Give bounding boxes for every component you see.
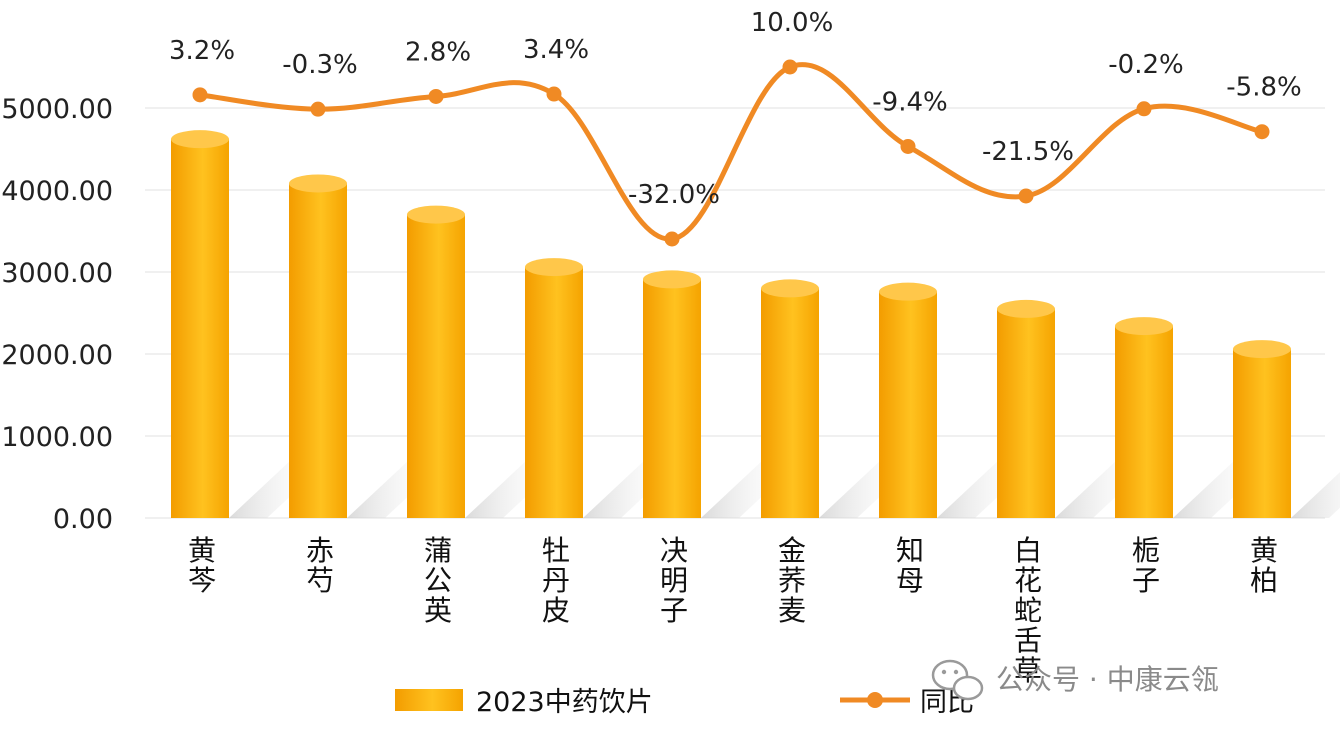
yoy-line-path	[199, 62, 1263, 242]
x-tick-label: 决明子	[660, 534, 688, 627]
x-tick-label: 黄柏	[1250, 534, 1278, 597]
bar	[407, 214, 465, 518]
data-label: -0.3%	[282, 50, 357, 80]
bar-cap	[171, 130, 229, 149]
x-tick-label: 黄芩	[188, 534, 216, 597]
data-label: 2.8%	[405, 37, 471, 67]
y-tick-label: 2000.00	[1, 340, 113, 371]
bar-cap	[407, 205, 465, 224]
bar	[1115, 326, 1173, 518]
y-tick-label: 0.00	[53, 504, 113, 535]
bar-cap	[643, 270, 701, 289]
yoy-point	[900, 138, 916, 154]
bar-cap	[289, 174, 347, 193]
bar	[761, 288, 819, 518]
yoy-line	[192, 59, 1270, 247]
y-tick-label: 5000.00	[1, 94, 113, 125]
x-tick-label: 白花蛇舌草	[1014, 534, 1042, 687]
bar-cap	[761, 279, 819, 298]
data-label: -5.8%	[1226, 73, 1301, 103]
bar-cap	[879, 282, 937, 301]
y-axis-ticks: 0.00 1000.00 2000.00 3000.00 4000.00 5000.00	[1, 94, 113, 535]
data-label: 10.0%	[751, 8, 834, 38]
x-axis-ticks: 黄芩 赤芍 蒲公英 牡丹皮 决明子 金荞麦 知母 白花蛇舌草 栀子 黄柏	[188, 534, 1278, 687]
x-tick-label: 栀子	[1132, 534, 1160, 597]
y-tick-label: 1000.00	[1, 422, 113, 453]
bar-cap	[1233, 340, 1291, 359]
y-tick-label: 3000.00	[1, 258, 113, 289]
yoy-point	[1254, 124, 1270, 140]
data-label: -0.2%	[1108, 50, 1183, 80]
bars	[171, 130, 1291, 518]
x-tick-label: 赤芍	[306, 534, 334, 597]
data-label: -9.4%	[872, 87, 947, 117]
bar	[171, 139, 229, 518]
data-label: 3.4%	[523, 35, 589, 65]
bar	[879, 291, 937, 518]
legend-bar-swatch	[395, 689, 463, 711]
bar-cap	[997, 299, 1055, 318]
bar	[289, 183, 347, 518]
x-tick-label: 知母	[896, 534, 924, 597]
watermark: 公众号 · 中康云瓴	[931, 659, 1219, 701]
yoy-point	[310, 101, 326, 117]
x-tick-label: 蒲公英	[424, 534, 452, 627]
bar	[997, 308, 1055, 518]
data-label: 3.2%	[169, 36, 235, 66]
data-labels: 3.2% -0.3% 2.8% 3.4% -32.0% 10.0% -9.4% -21.5% -…	[169, 8, 1302, 210]
x-tick-label: 牡丹皮	[542, 534, 570, 627]
legend: 2023中药饮片 同比	[395, 687, 974, 718]
bar-shadow	[1291, 472, 1340, 518]
watermark-text: 公众号 · 中康云瓴	[996, 663, 1219, 696]
yoy-point	[428, 88, 444, 104]
legend-line-marker	[867, 692, 883, 708]
yoy-point	[546, 86, 562, 102]
yoy-point	[1018, 188, 1034, 204]
yoy-point	[664, 231, 680, 247]
yoy-point	[782, 59, 798, 75]
yoy-point	[192, 87, 208, 103]
wechat-icon	[931, 659, 984, 701]
x-tick-label: 金荞麦	[778, 534, 806, 627]
legend-bar-label: 2023中药饮片	[476, 687, 653, 718]
bar	[525, 267, 583, 518]
bar	[643, 279, 701, 518]
bar-cap	[525, 258, 583, 277]
bar	[1233, 349, 1291, 518]
y-tick-label: 4000.00	[1, 176, 113, 207]
bar-cap	[1115, 317, 1173, 336]
data-label: -32.0%	[628, 180, 720, 210]
yoy-point	[1136, 101, 1152, 117]
data-label: -21.5%	[982, 137, 1074, 167]
